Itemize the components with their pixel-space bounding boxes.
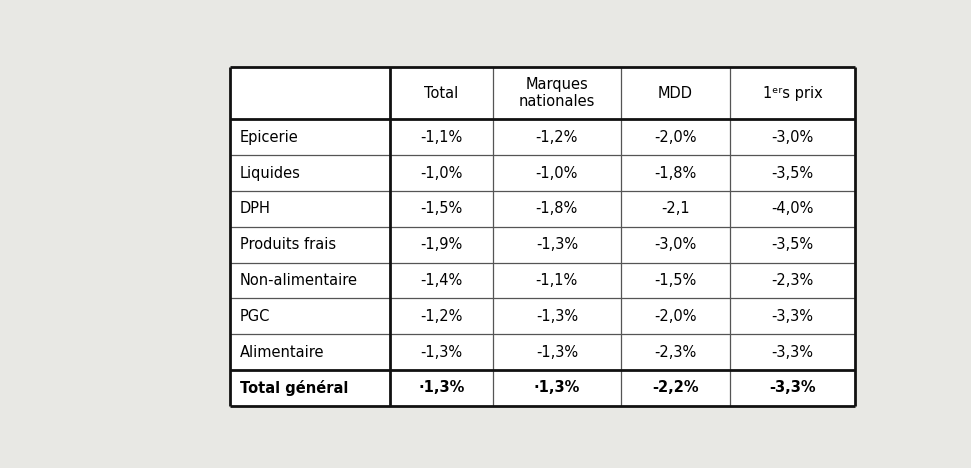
- Text: ·1,3%: ·1,3%: [534, 380, 580, 395]
- Text: -3,3%: -3,3%: [772, 344, 814, 359]
- Text: Total général: Total général: [240, 380, 348, 396]
- Text: -1,0%: -1,0%: [536, 166, 578, 181]
- Text: -2,3%: -2,3%: [654, 344, 696, 359]
- Text: Total: Total: [424, 86, 458, 101]
- Text: -3,3%: -3,3%: [772, 309, 814, 324]
- Text: 1ᵉʳs prix: 1ᵉʳs prix: [763, 86, 822, 101]
- Text: -2,0%: -2,0%: [654, 309, 697, 324]
- Text: DPH: DPH: [240, 201, 270, 216]
- Text: -1,3%: -1,3%: [420, 344, 462, 359]
- Text: -3,3%: -3,3%: [769, 380, 816, 395]
- Text: -1,3%: -1,3%: [536, 344, 578, 359]
- Text: Marques
nationales: Marques nationales: [519, 77, 595, 110]
- Text: -1,4%: -1,4%: [420, 273, 462, 288]
- Text: -2,2%: -2,2%: [653, 380, 699, 395]
- Bar: [230, 67, 855, 406]
- Text: -1,5%: -1,5%: [654, 273, 696, 288]
- Text: Produits frais: Produits frais: [240, 237, 336, 252]
- Text: -3,0%: -3,0%: [654, 237, 696, 252]
- Text: Non-alimentaire: Non-alimentaire: [240, 273, 357, 288]
- Text: -1,1%: -1,1%: [536, 273, 578, 288]
- Text: Epicerie: Epicerie: [240, 130, 298, 145]
- Text: ·1,3%: ·1,3%: [419, 380, 464, 395]
- Text: -1,8%: -1,8%: [654, 166, 696, 181]
- Text: -3,5%: -3,5%: [772, 166, 814, 181]
- Text: -3,0%: -3,0%: [772, 130, 814, 145]
- Text: -2,3%: -2,3%: [772, 273, 814, 288]
- Text: Alimentaire: Alimentaire: [240, 344, 324, 359]
- Text: -1,3%: -1,3%: [536, 237, 578, 252]
- Text: -1,5%: -1,5%: [420, 201, 462, 216]
- Text: -2,0%: -2,0%: [654, 130, 697, 145]
- Text: -1,8%: -1,8%: [536, 201, 578, 216]
- Text: PGC: PGC: [240, 309, 270, 324]
- Text: Liquides: Liquides: [240, 166, 300, 181]
- Text: MDD: MDD: [658, 86, 693, 101]
- Text: -1,2%: -1,2%: [420, 309, 462, 324]
- Text: -4,0%: -4,0%: [771, 201, 814, 216]
- Text: -1,1%: -1,1%: [420, 130, 462, 145]
- Text: -3,5%: -3,5%: [772, 237, 814, 252]
- Text: -1,9%: -1,9%: [420, 237, 462, 252]
- Text: -1,0%: -1,0%: [420, 166, 462, 181]
- Text: -1,2%: -1,2%: [536, 130, 578, 145]
- Text: -2,1: -2,1: [661, 201, 689, 216]
- Text: -1,3%: -1,3%: [536, 309, 578, 324]
